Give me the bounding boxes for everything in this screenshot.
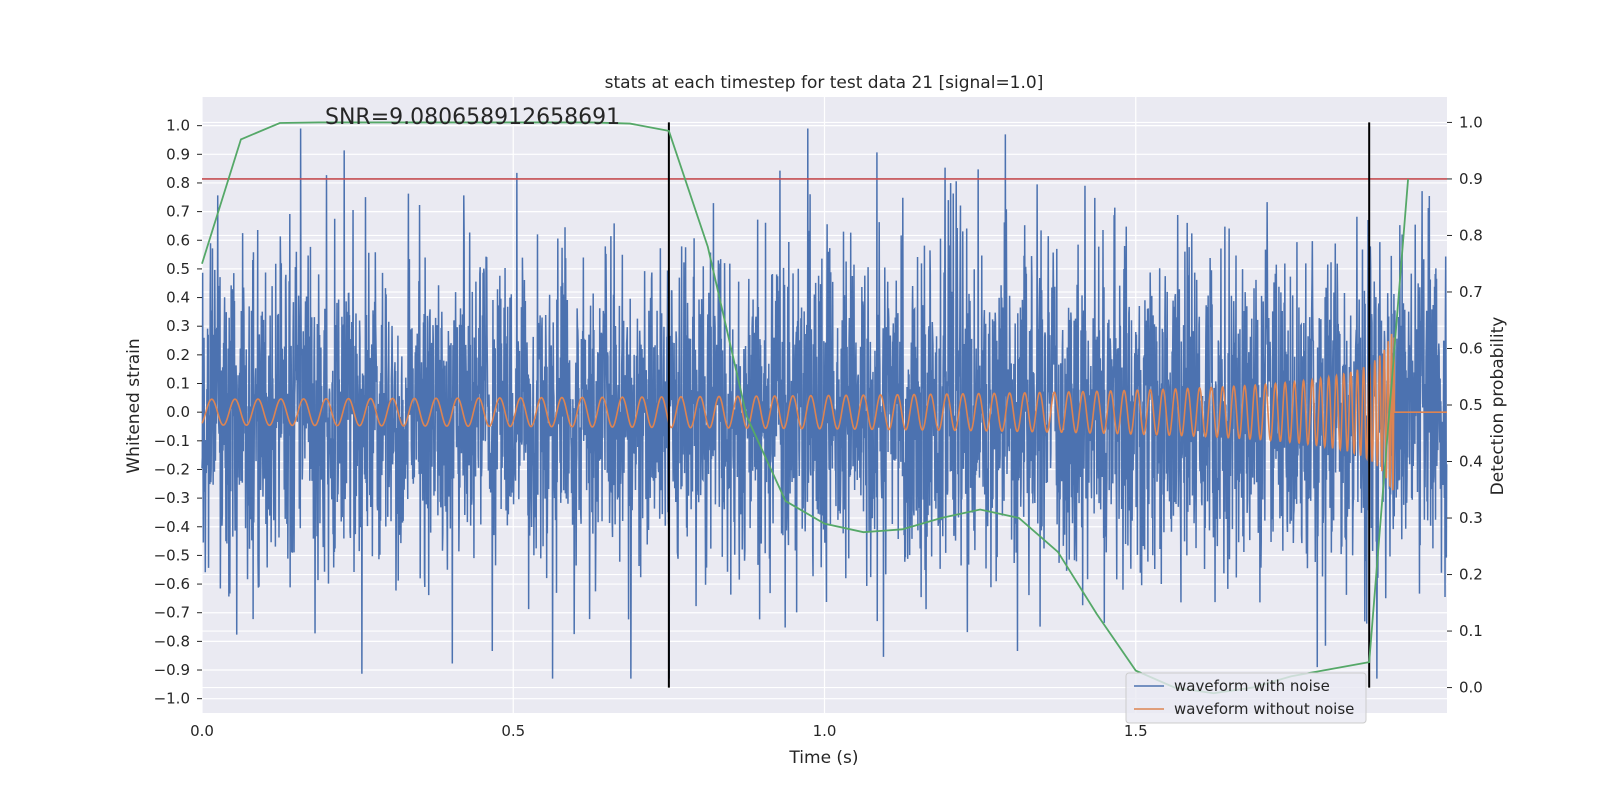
right-tick-label: 0.9 — [1459, 170, 1483, 188]
right-tick-label: 0.2 — [1459, 566, 1483, 584]
left-tick-label: 0.6 — [166, 231, 190, 249]
legend: waveform with noise waveform without noi… — [1125, 672, 1367, 724]
left-tick-label: −1.0 — [154, 690, 190, 708]
left-axis-ticks: 1.0 0.9 0.8 0.7 0.6 0.5 0.4 0.3 0.2 0.1 0.0 −0.1 −0.… — [154, 117, 202, 708]
right-tick-label: 1.0 — [1459, 113, 1483, 131]
right-tick-label: 0.6 — [1459, 339, 1483, 357]
left-tick-label: 0.1 — [166, 375, 190, 393]
x-axis-label: Time (s) — [788, 748, 858, 768]
left-tick-label: 0.5 — [166, 260, 190, 278]
left-tick-label: −0.3 — [154, 489, 190, 507]
left-tick-label: −0.2 — [154, 460, 190, 478]
right-tick-label: 0.4 — [1459, 453, 1483, 471]
left-tick-label: 0.2 — [166, 346, 190, 364]
left-tick-label: 0.9 — [166, 145, 190, 163]
legend-label-noise: waveform with noise — [1174, 677, 1330, 695]
left-tick-label: −0.8 — [154, 632, 190, 650]
left-tick-label: −0.7 — [154, 604, 190, 622]
snr-annotation: SNR=9.080658912658691 — [325, 105, 620, 130]
right-tick-label: 0.5 — [1459, 396, 1483, 414]
series-waveform-without-noise — [201, 333, 1447, 491]
right-tick-label: 0.7 — [1459, 283, 1483, 301]
right-tick-label: 0.1 — [1459, 622, 1483, 640]
left-tick-label: −0.6 — [154, 575, 190, 593]
right-tick-label: 0.3 — [1459, 509, 1483, 527]
left-tick-label: −0.5 — [154, 546, 190, 564]
right-tick-label: 0.0 — [1459, 679, 1483, 697]
right-y-axis-label: Detection probability — [1488, 317, 1508, 496]
left-y-axis-label: Whitened strain — [124, 338, 144, 473]
right-axis-ticks: 1.0 0.9 0.8 0.7 0.6 0.5 0.4 0.3 0.2 0.1 0.0 — [1447, 113, 1483, 697]
left-tick-label: −0.9 — [154, 661, 190, 679]
left-tick-label: −0.4 — [154, 518, 190, 536]
left-tick-label: 0.4 — [166, 289, 190, 307]
left-tick-label: 0.3 — [166, 317, 190, 335]
x-tick-label: 1.5 — [1124, 722, 1148, 740]
legend-box — [1125, 672, 1367, 724]
left-tick-label: 0.0 — [166, 403, 190, 421]
x-tick-label: 0.0 — [190, 722, 214, 740]
right-tick-label: 0.8 — [1459, 226, 1483, 244]
x-tick-label: 1.0 — [813, 722, 837, 740]
series-waveform-with-noise — [201, 128, 1448, 679]
x-axis-ticks: 0.0 0.5 1.0 1.5 — [190, 722, 1148, 740]
left-tick-label: 0.7 — [166, 203, 190, 221]
left-tick-label: 0.8 — [166, 174, 190, 192]
legend-label-clean: waveform without noise — [1174, 700, 1354, 718]
chart-title: stats at each timestep for test data 21 … — [605, 73, 1044, 93]
left-tick-label: −0.1 — [154, 432, 190, 450]
left-tick-label: 1.0 — [166, 117, 190, 135]
x-tick-label: 0.5 — [501, 722, 525, 740]
